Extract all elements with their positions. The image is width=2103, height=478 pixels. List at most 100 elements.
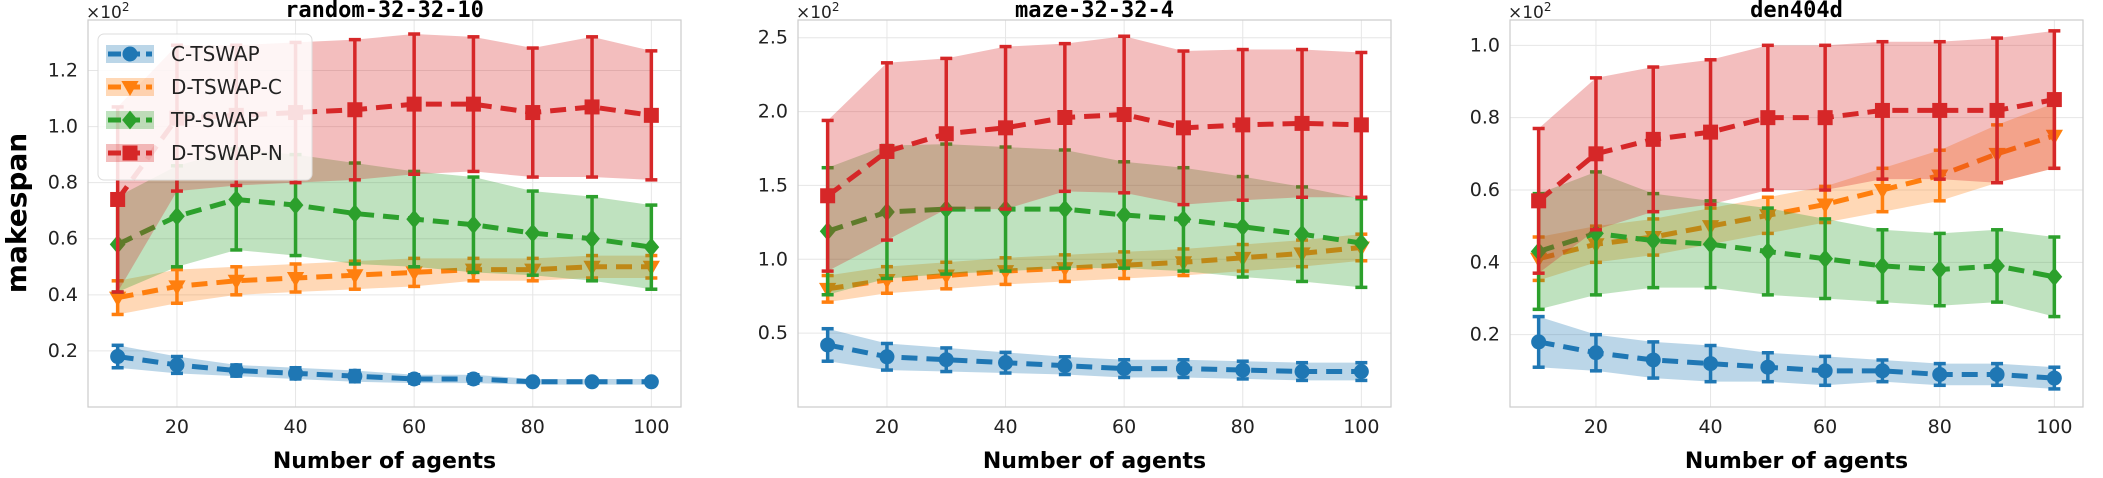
data-point [465,96,481,112]
legend-label: C-TSWAP [171,42,260,66]
x-tick-label: 100 [633,416,669,438]
error-band [1538,316,2055,389]
data-point [406,371,422,387]
y-axis-label: makespan [0,133,33,293]
y-multiplier: ×102 [796,0,840,23]
data-point [2046,92,2062,108]
data-point [1645,352,1661,368]
y-tick-label: 0.2 [1470,324,1500,346]
series-c-tswap [820,326,1369,383]
error-band [827,36,1362,272]
x-tick-label: 20 [875,416,899,438]
data-point [643,374,659,390]
series-line [117,264,652,301]
data-point [169,357,185,373]
data-point [820,337,836,353]
chart-title: random-32-32-10 [285,0,484,23]
data-point [584,374,600,390]
data-point [287,195,304,215]
legend-swatch-marker [122,110,138,130]
data-point [879,143,895,159]
plot-area [1510,20,2083,407]
data-point [1175,210,1192,229]
plot-frame [1509,19,2084,408]
x-axis-label: Number of agents [1685,449,1908,474]
data-point [1294,364,1310,380]
error-band [827,144,1362,295]
data-point [1816,198,1834,214]
series-tp-swap [819,142,1370,297]
data-point [525,105,541,121]
legend-label: TP-SWAP [170,108,259,132]
data-point [1531,193,1547,209]
data-point [465,371,481,387]
x-tick-label: 100 [2036,416,2072,438]
data-point [228,363,244,379]
error-band [1538,30,2055,274]
legend-entry-tp-swap: TP-SWAP [106,108,259,132]
data-point [1817,110,1833,126]
series-tp-swap [109,147,660,294]
y-tick-label: 0.5 [758,322,788,344]
data-point [1588,146,1604,162]
legend: C-TSWAP D-TSWAP-C TP-SWAP D-TSWAP-N [97,33,313,181]
y-tick-label: 1.5 [758,174,788,196]
plot-frame [797,19,1392,408]
error-band [827,234,1362,303]
y-tick-label: 1.0 [758,248,788,270]
data-point [1234,217,1251,237]
x-tick-label: 60 [1813,416,1837,438]
legend-swatch-marker [121,81,139,96]
data-point [1932,366,1948,382]
data-point [1235,117,1251,133]
data-point [938,352,954,368]
y-tick-label: 1.0 [1470,34,1500,56]
y-tick-label: 0.6 [48,228,78,250]
data-point [1989,102,2005,118]
y-tick-label: 2.0 [758,101,788,123]
data-point [1931,260,1948,279]
x-tick-label: 60 [1112,416,1136,438]
series-c-tswap [1531,314,2062,391]
data-point [227,274,245,290]
y-tick-label: 1.2 [48,59,78,81]
data-point [1235,362,1251,378]
data-point [286,272,305,287]
data-point [1703,356,1719,372]
data-point [524,223,541,243]
data-point [1531,334,1547,350]
data-point [1353,233,1370,253]
x-tick-label: 80 [521,416,545,438]
data-point [110,349,126,365]
series-c-tswap [110,343,659,390]
data-point [2046,267,2063,287]
data-point [1057,358,1073,374]
data-point [643,237,660,257]
series-line [827,244,1362,292]
data-point [998,355,1014,371]
data-point [643,107,659,123]
x-tick-label: 40 [1698,416,1722,438]
y-tick-label: 1.0 [48,116,78,138]
series-d-tswap-n [1531,29,2062,275]
series-line [117,354,652,385]
legend-entry-c-tswap: C-TSWAP [106,42,260,66]
legend-entry-d-tswap-c: D-TSWAP-C [106,75,282,99]
data-point [1175,361,1191,377]
legend-swatch-marker [122,46,138,62]
data-point [346,204,363,223]
chart-title: maze-32-32-4 [1015,0,1174,23]
error-band [117,149,652,293]
data-point [2046,370,2062,386]
data-point [1817,363,1833,379]
data-point [1874,256,1891,276]
legend-label: D-TSWAP-N [171,141,283,165]
plot-frame [87,19,682,408]
series-line [116,196,652,250]
data-point [1588,345,1604,361]
data-point [1932,102,1948,118]
data-point [1294,115,1310,131]
data-point [1353,117,1369,133]
